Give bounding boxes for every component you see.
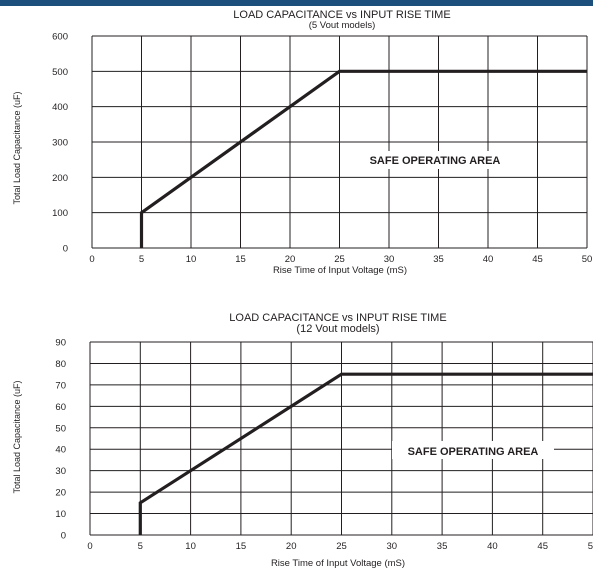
chart-2-ylabel: Total Load Capacitance (uF) <box>12 380 22 493</box>
chart-2-title: LOAD CAPACITANCE vs INPUT RISE TIME <box>229 312 446 324</box>
chart-1-ytick-400: 400 <box>52 102 68 113</box>
chart-2-ytick-70: 70 <box>55 380 66 391</box>
chart-2-xtick-50: 50 <box>588 541 593 552</box>
chart-1-ytick-500: 500 <box>52 67 68 78</box>
chart-2-grid <box>89 341 593 536</box>
chart-1-subtitle: (5 Vout models) <box>309 20 376 31</box>
chart-1-xtick-0: 0 <box>89 254 94 265</box>
chart-2-xtick-45: 45 <box>537 541 548 552</box>
chart-1-grid <box>91 35 588 249</box>
chart-2-ytick-80: 80 <box>55 359 66 370</box>
chart-2-xtick-0: 0 <box>87 541 92 552</box>
chart-1-ytick-600: 600 <box>52 32 68 43</box>
chart-1-xtick-40: 40 <box>483 254 494 265</box>
chart-2-xtick-5: 5 <box>138 541 143 552</box>
chart-1-ytick-300: 300 <box>52 138 68 149</box>
chart-1-xlabel: Rise Time of Input Voltage (mS) <box>273 265 407 276</box>
chart-1-xtick-35: 35 <box>433 254 444 265</box>
chart-1-xtick-50: 50 <box>582 254 593 265</box>
chart-1-ytick-200: 200 <box>52 173 68 184</box>
chart-1-ytick-0: 0 <box>63 244 68 255</box>
chart-2-xtick-10: 10 <box>185 541 196 552</box>
chart-1-xtick-20: 20 <box>285 254 296 265</box>
chart-2-ytick-40: 40 <box>55 445 66 456</box>
chart-2-ytick-20: 20 <box>55 488 66 499</box>
chart-1-annotation: SAFE OPERATING AREA <box>370 155 501 167</box>
chart-2-xtick-20: 20 <box>286 541 297 552</box>
chart-2: LOAD CAPACITANCE vs INPUT RISE TIME (12 … <box>12 312 593 569</box>
chart-1-xtick-45: 45 <box>532 254 543 265</box>
chart-2-series-line <box>138 372 593 535</box>
chart-1-xtick-15: 15 <box>235 254 246 265</box>
chart-2-subtitle: (12 Vout models) <box>296 323 379 335</box>
chart-2-ytick-60: 60 <box>55 402 66 413</box>
chart-1-ylabel: Total Load Capacitance (uF) <box>12 91 22 204</box>
chart-2-xtick-30: 30 <box>387 541 398 552</box>
chart-2-xtick-25: 25 <box>336 541 347 552</box>
chart-2-ytick-50: 50 <box>55 423 66 434</box>
chart-1-annotation-bg <box>345 151 525 169</box>
chart-1-ytick-100: 100 <box>52 208 68 219</box>
chart-2-xtick-40: 40 <box>487 541 498 552</box>
top-accent-bar <box>0 0 593 6</box>
chart-2-annotation-bg <box>392 441 554 459</box>
chart-2-ytick-30: 30 <box>55 466 66 477</box>
chart-1-xtick-25: 25 <box>334 254 345 265</box>
chart-2-ytick-0: 0 <box>61 531 66 542</box>
chart-2-ytick-10: 10 <box>55 509 66 520</box>
chart-2-plot: 0 5 10 15 20 25 30 35 40 45 50 0 10 20 30 40 50 60 70 80 90 <box>55 338 593 552</box>
chart-1-series-line <box>139 69 587 248</box>
chart-1-xtick-10: 10 <box>186 254 197 265</box>
chart-2-ytick-90: 90 <box>55 338 66 349</box>
chart-2-annotation: SAFE OPERATING AREA <box>408 446 539 458</box>
chart-1: LOAD CAPACITANCE vs INPUT RISE TIME (5 V… <box>12 9 592 276</box>
chart-2-xtick-15: 15 <box>236 541 247 552</box>
chart-2-xtick-35: 35 <box>437 541 448 552</box>
chart-1-xtick-5: 5 <box>139 254 144 265</box>
chart-1-xtick-30: 30 <box>384 254 395 265</box>
chart-1-title: LOAD CAPACITANCE vs INPUT RISE TIME <box>233 9 450 21</box>
chart-2-xlabel: Rise Time of Input Voltage (mS) <box>271 558 405 569</box>
